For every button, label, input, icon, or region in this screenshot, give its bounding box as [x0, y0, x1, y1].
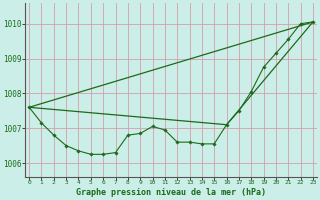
- X-axis label: Graphe pression niveau de la mer (hPa): Graphe pression niveau de la mer (hPa): [76, 188, 266, 197]
